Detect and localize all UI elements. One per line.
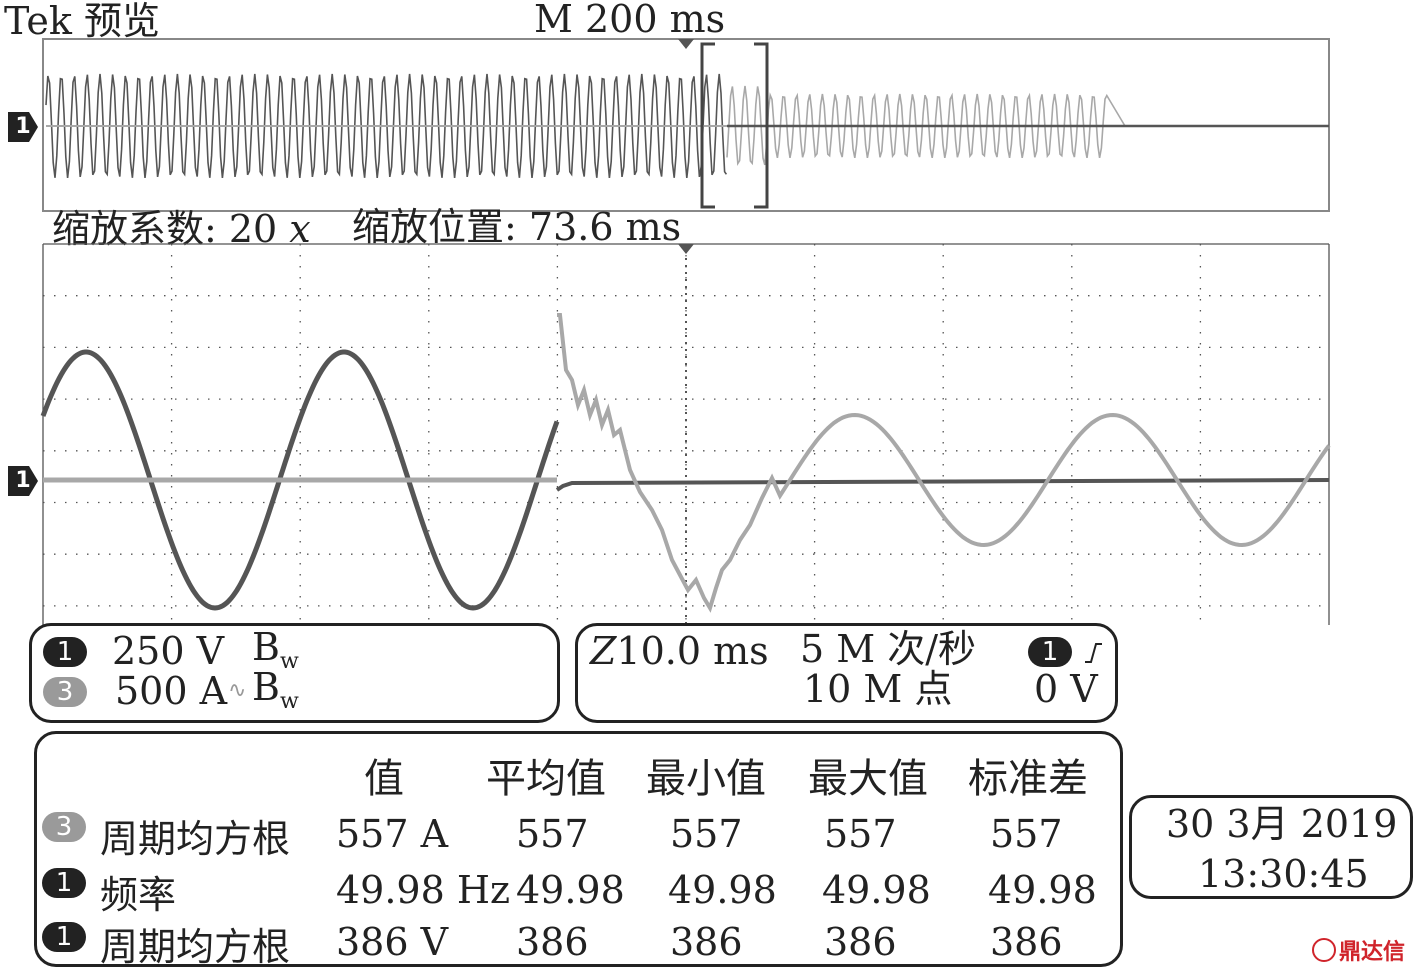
ac-coupling-icon: ∿ xyxy=(228,678,247,703)
channel-3-badge[interactable]: 3 xyxy=(43,677,87,707)
zoom-position: 缩放位置: 73.6 ms xyxy=(352,205,682,249)
timebase-label[interactable]: M 200 ms xyxy=(534,0,726,41)
record-length: 10 M 点 xyxy=(803,667,953,711)
overview-voltage-trace xyxy=(45,73,728,178)
voltage-trace xyxy=(40,349,560,611)
row-3-name: 周期均方根 xyxy=(100,925,291,969)
time-label: 13:30:45 xyxy=(1198,852,1369,896)
row-2-max: 49.98 xyxy=(822,868,931,912)
row-2-std: 49.98 xyxy=(988,868,1097,912)
row-3-min: 386 xyxy=(670,920,743,964)
row-1-max: 557 xyxy=(824,812,897,856)
row-2-mean: 49.98 xyxy=(516,868,625,912)
col-header-value: 值 xyxy=(364,756,404,802)
row-1-name: 周期均方根 xyxy=(100,817,291,861)
channel-1-scale: 250 V xyxy=(112,629,225,673)
trigger-source-badge[interactable]: 1 xyxy=(1028,637,1072,667)
trigger-position-icon xyxy=(678,39,694,49)
current-trace xyxy=(557,313,1331,613)
row-2-name: 频率 xyxy=(100,873,177,917)
col-header-std: 标准差 xyxy=(968,756,1088,802)
channel-3-bandwidth: Bw xyxy=(252,665,299,714)
trigger-level: 0 V xyxy=(1034,667,1098,711)
trigger-position-icon-main xyxy=(678,244,694,254)
mode-text: 预览 xyxy=(84,0,161,43)
row-1-channel-badge: 3 xyxy=(42,812,86,842)
watermark-logo: 鼎达信 xyxy=(1312,934,1405,966)
channel-info-box[interactable] xyxy=(29,623,560,723)
col-header-max: 最大值 xyxy=(808,756,928,802)
row-2-channel-badge: 1 xyxy=(42,868,86,898)
zoom-factor: 缩放系数: 20 x xyxy=(52,207,311,251)
row-1-mean: 557 xyxy=(516,812,589,856)
row-3-max: 386 xyxy=(824,920,897,964)
rising-edge-icon xyxy=(1085,643,1102,663)
row-1-std: 557 xyxy=(990,812,1063,856)
row-1-min: 557 xyxy=(670,812,743,856)
row-3-mean: 386 xyxy=(516,920,589,964)
voltage-trace-postfault xyxy=(555,478,1330,492)
col-header-mean: 平均值 xyxy=(486,756,606,802)
channel-1-bandwidth: Bw xyxy=(252,625,299,674)
channel-3-scale: 500 A xyxy=(115,669,228,713)
watermark-icon xyxy=(1312,938,1336,962)
row-1-value: 557 A xyxy=(336,812,449,856)
row-3-value: 386 V xyxy=(336,920,449,964)
row-2-min: 49.98 xyxy=(668,868,777,912)
channel-1-badge[interactable]: 1 xyxy=(43,637,87,667)
row-3-channel-badge: 1 xyxy=(42,922,86,952)
brand-label: Tek 预览 xyxy=(4,2,160,40)
sample-rate: 5 M 次/秒 xyxy=(800,627,977,671)
brand-text: Tek xyxy=(4,0,72,43)
row-2-value: 49.98 Hz xyxy=(336,868,511,912)
datetime-box xyxy=(1129,795,1413,899)
zoom-time-scale: Z10.0 ms xyxy=(590,629,769,673)
measurement-table[interactable] xyxy=(34,731,1123,967)
overview-current-trace xyxy=(726,85,1126,167)
waveform-display[interactable] xyxy=(0,240,1340,625)
date-label: 30 3月 2019 xyxy=(1166,802,1398,846)
acquisition-box[interactable] xyxy=(575,623,1118,723)
col-header-min: 最小值 xyxy=(646,756,766,802)
overview-panel[interactable] xyxy=(0,30,1340,220)
zoom-window-bracket xyxy=(700,42,769,209)
row-3-std: 386 xyxy=(990,920,1063,964)
